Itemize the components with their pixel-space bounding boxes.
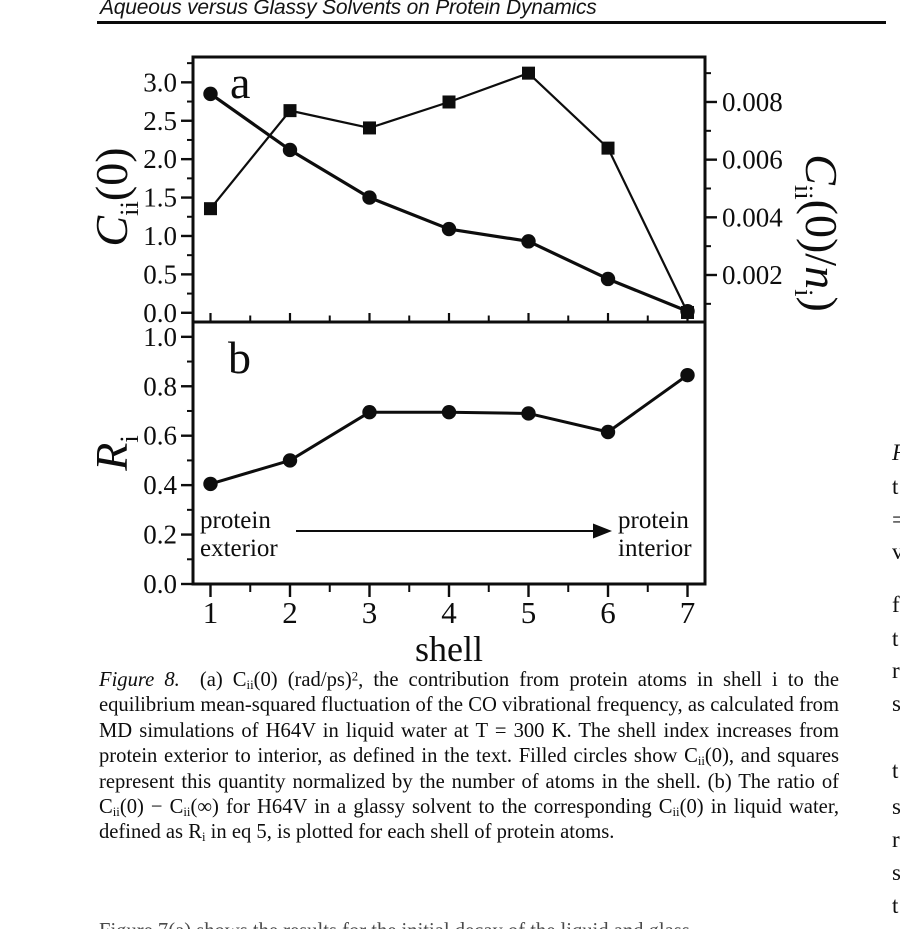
panel-label-b: b xyxy=(228,332,251,383)
marker-square xyxy=(601,141,615,155)
annotation-protein-exterior-line2: exterior xyxy=(200,535,278,562)
panel-b-left-axis-title: Ri xyxy=(86,435,144,472)
x-axis-tick-label: 3 xyxy=(362,595,378,630)
marker-circle xyxy=(441,405,457,420)
right-edge-fragment: t xyxy=(892,474,899,499)
caption-lead: Figure 8. xyxy=(99,669,180,691)
panel-a-left-tick-label: 2.5 xyxy=(143,106,177,136)
panel-a-right-tick-label: 0.006 xyxy=(722,145,783,175)
annotation-protein-exterior-line1: protein xyxy=(200,507,271,534)
right-edge-fragment: t xyxy=(892,758,899,783)
marker-square xyxy=(522,66,536,80)
right-edge-fragment: F xyxy=(892,440,900,466)
x-axis-tick-label: 6 xyxy=(600,595,616,630)
right-edge-fragment: t xyxy=(892,626,899,651)
marker-circle xyxy=(600,271,616,287)
panel-a-right-tick-label: 0.004 xyxy=(722,202,783,232)
right-edge-fragment: f xyxy=(892,592,900,617)
right-edge-fragment: s xyxy=(892,691,900,716)
header-rule xyxy=(97,21,886,24)
panel-b-left-tick-label: 0.0 xyxy=(143,569,177,599)
right-edge-fragment: s xyxy=(892,794,900,819)
marker-circle xyxy=(680,367,695,383)
figure-plot-svg: 0.00.51.01.52.02.53.00.0020.0040.0060.00… xyxy=(86,55,847,669)
figure-caption: Figure 8. (a) Cii(0) (rad/ps)2, the cont… xyxy=(99,668,839,846)
marker-circle xyxy=(282,142,298,158)
right-edge-fragment: v xyxy=(892,539,900,564)
marker-circle xyxy=(203,86,218,102)
panel-a-left-tick-label: 0.0 xyxy=(143,298,177,328)
right-edge-fragment: r xyxy=(892,658,900,683)
panel-b-left-tick-label: 0.8 xyxy=(143,371,177,401)
arrow-head xyxy=(593,523,612,539)
panel-a-left-tick-label: 1.5 xyxy=(143,183,177,213)
panel-a-right-tick-label: 0.002 xyxy=(722,260,783,290)
marker-circle xyxy=(600,424,616,440)
panel-b-border xyxy=(191,320,707,586)
right-edge-fragment: t xyxy=(892,893,899,918)
x-axis-tick-label: 1 xyxy=(203,595,219,630)
marker-circle xyxy=(521,234,536,249)
x-axis-tick-label: 5 xyxy=(521,595,537,630)
panel-a-right-axis-title: Cii(0)/ni) xyxy=(789,154,847,312)
right-edge-fragment: r xyxy=(892,827,900,852)
series-line-circle xyxy=(209,92,689,313)
marker-circle xyxy=(362,190,377,205)
x-axis-tick-label: 2 xyxy=(282,595,298,630)
panel-b-left-tick-label: 1.0 xyxy=(143,322,177,352)
marker-circle xyxy=(521,406,536,421)
panel-a-right-tick-label: 0.008 xyxy=(722,87,783,117)
series-line-circle xyxy=(210,373,689,486)
bottom-partial-line: Figure 7(a) shows the results for the in… xyxy=(99,920,859,929)
x-axis-tick-label: 4 xyxy=(441,595,457,630)
annotation-protein-interior-line2: interior xyxy=(618,535,692,562)
marker-circle xyxy=(362,405,377,420)
panel-a-left-axis-title: Cii(0) xyxy=(86,147,144,246)
x-axis-tick-label: 7 xyxy=(680,595,696,630)
marker-square xyxy=(442,95,456,109)
panel-a-left-tick-label: 1.0 xyxy=(143,221,177,251)
marker-circle xyxy=(441,221,457,237)
running-head: Aqueous versus Glassy Solvents on Protei… xyxy=(100,0,597,19)
marker-circle xyxy=(203,476,218,492)
panel-b-left-tick-label: 0.6 xyxy=(143,421,177,451)
panel-label-a: a xyxy=(230,57,250,108)
panel-a-left-tick-label: 2.0 xyxy=(143,144,177,174)
panel-b-left-tick-label: 0.4 xyxy=(143,470,177,500)
marker-square xyxy=(362,121,376,135)
x-axis-label: shell xyxy=(415,629,483,669)
series-line-square xyxy=(209,72,689,313)
panel-a-left-tick-label: 3.0 xyxy=(143,67,177,97)
marker-circle xyxy=(282,453,298,468)
panel-a-left-tick-label: 0.5 xyxy=(143,259,177,289)
right-edge-fragment: s xyxy=(892,860,900,885)
annotation-protein-interior-line1: protein xyxy=(618,507,689,534)
right-edge-fragment: = xyxy=(892,507,900,532)
marker-square xyxy=(681,305,695,319)
marker-square xyxy=(203,202,217,216)
panel-b-left-tick-label: 0.2 xyxy=(143,520,177,550)
marker-square xyxy=(283,104,297,118)
caption-body: (a) Cii(0) (rad/ps)2, the contribution f… xyxy=(99,669,839,845)
